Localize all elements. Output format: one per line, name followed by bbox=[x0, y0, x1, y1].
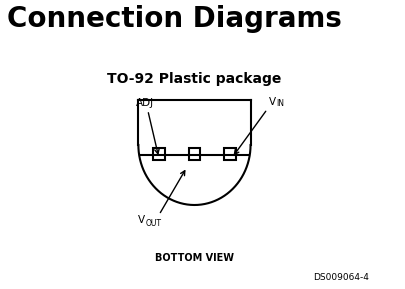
Text: Connection Diagrams: Connection Diagrams bbox=[7, 5, 341, 33]
Text: BOTTOM VIEW: BOTTOM VIEW bbox=[155, 253, 233, 263]
Text: V: V bbox=[138, 215, 145, 225]
Text: DS009064-4: DS009064-4 bbox=[313, 273, 369, 283]
Text: OUT: OUT bbox=[145, 218, 162, 227]
Text: IN: IN bbox=[276, 99, 284, 108]
Text: TO-92 Plastic package: TO-92 Plastic package bbox=[107, 72, 281, 86]
Text: ADJ: ADJ bbox=[135, 98, 153, 108]
Text: V: V bbox=[269, 97, 276, 107]
